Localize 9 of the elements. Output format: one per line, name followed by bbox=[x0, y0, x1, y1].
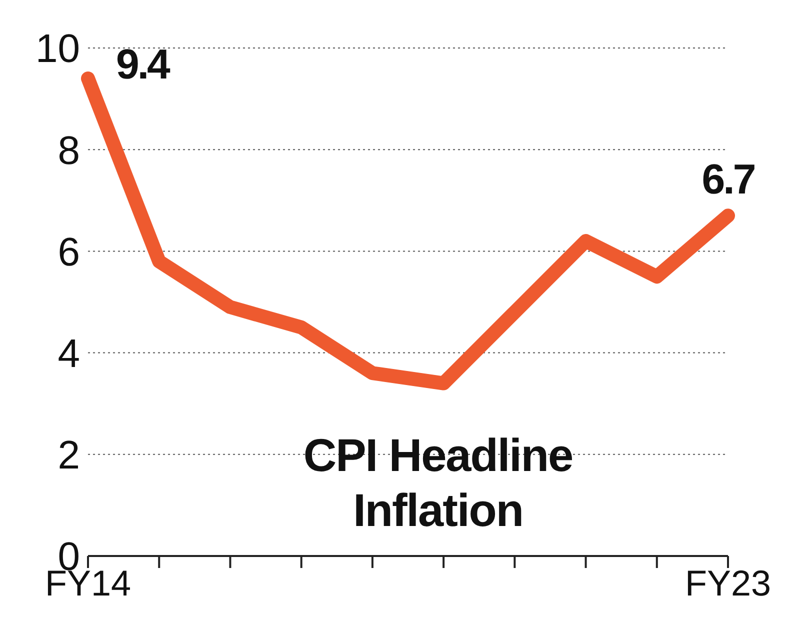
y-tick-label: 10 bbox=[36, 27, 80, 72]
y-tick-label: 6 bbox=[58, 230, 80, 274]
data-label: 6.7 bbox=[702, 156, 755, 203]
annotation: CPI Headline Inflation bbox=[302, 428, 574, 538]
y-tick-label: 8 bbox=[58, 128, 80, 173]
y-tick-label: 4 bbox=[58, 332, 80, 376]
x-tick-label: FY23 bbox=[684, 562, 772, 604]
y-tick-label: 2 bbox=[58, 434, 80, 478]
data-label: 9.4 bbox=[116, 40, 172, 88]
